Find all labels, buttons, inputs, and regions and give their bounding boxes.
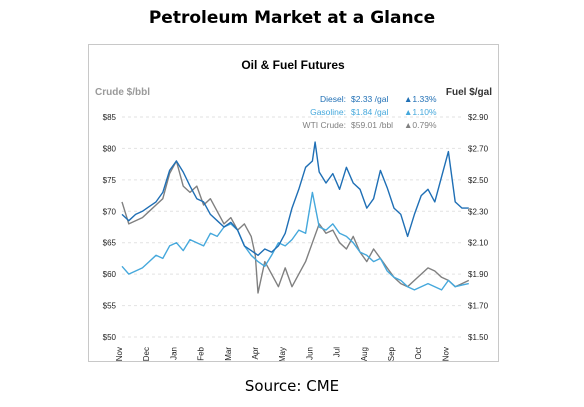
- x-tick-label: Jun: [305, 347, 314, 360]
- legend-change: ▲1.33%: [404, 94, 437, 104]
- right-tick-label: $1.50: [468, 333, 489, 342]
- right-axis-label: Fuel $/gal: [446, 87, 492, 98]
- right-axis-ticks: $1.50 $1.70 $1.90 $2.10 $2.30 $2.50 $2.70 $2.90: [468, 113, 489, 342]
- legend-change: ▲1.10%: [404, 107, 437, 117]
- series-line-gasoline: [121, 191, 469, 291]
- x-tick-label: Apr: [251, 347, 260, 360]
- x-tick-label: Feb: [197, 346, 206, 360]
- legend-entry: Gasoline: $1.84 /gal ▲1.10%: [310, 107, 437, 117]
- legend-value: $2.33 /gal: [351, 94, 388, 104]
- series-group: [121, 141, 470, 294]
- legend-entry: WTI Crude: $59.01 /bbl ▲0.79%: [303, 120, 437, 130]
- left-tick-label: $75: [103, 176, 117, 185]
- right-tick-label: $2.50: [468, 176, 489, 185]
- x-tick-label: Nov: [115, 347, 124, 361]
- right-tick-label: $2.10: [468, 239, 489, 248]
- x-tick-label: Dec: [142, 347, 151, 361]
- x-tick-label: Sep: [387, 346, 396, 361]
- grid-lines: [122, 116, 462, 338]
- chart-panel: Oil & Fuel Futures Crude $/bbl Fuel $/ga…: [88, 44, 499, 362]
- legend-change: ▲0.79%: [404, 120, 437, 130]
- x-tick-label: Nov: [441, 347, 450, 361]
- page-title: Petroleum Market at a Glance: [148, 8, 436, 28]
- series-line-diesel: [121, 141, 469, 257]
- x-tick-label: May: [278, 347, 287, 361]
- left-axis-label: Crude $/bbl: [95, 87, 150, 98]
- right-tick-label: $2.90: [468, 113, 489, 122]
- left-axis-ticks: $50 $55 $60 $65 $70 $75 $80 $85: [103, 113, 117, 342]
- legend-name: Diesel:: [320, 94, 346, 104]
- x-axis-ticks: Nov Dec Jan Feb Mar Apr May Jun Jul Aug Sep Oct Nov: [115, 346, 450, 362]
- legend-name: WTI Crude:: [303, 120, 346, 130]
- left-tick-label: $80: [103, 144, 117, 153]
- right-tick-label: $1.70: [468, 302, 489, 311]
- series-line-wti-crude: [121, 160, 470, 294]
- left-tick-label: $60: [103, 270, 117, 279]
- right-tick-label: $2.70: [468, 144, 489, 153]
- x-tick-label: Mar: [224, 347, 233, 361]
- x-tick-label: Aug: [360, 347, 369, 361]
- left-tick-label: $85: [103, 113, 117, 122]
- legend-value: $59.01 /bbl: [351, 120, 393, 130]
- left-tick-label: $50: [103, 333, 117, 342]
- left-tick-label: $70: [103, 207, 117, 216]
- right-tick-label: $2.30: [468, 207, 489, 216]
- source-caption: Source: CME: [244, 377, 340, 395]
- x-tick-label: Jul: [333, 347, 342, 357]
- legend-value: $1.84 /gal: [351, 107, 388, 117]
- legend: Diesel: $2.33 /gal ▲1.33% Gasoline: $1.84 /g…: [303, 94, 437, 130]
- left-tick-label: $65: [103, 239, 117, 248]
- right-tick-label: $1.90: [468, 270, 489, 279]
- x-tick-label: Jan: [169, 347, 178, 360]
- chart: Oil & Fuel Futures Crude $/bbl Fuel $/ga…: [95, 58, 492, 362]
- chart-title: Oil & Fuel Futures: [241, 58, 345, 72]
- x-tick-label: Oct: [414, 346, 423, 359]
- left-tick-label: $55: [103, 302, 117, 311]
- legend-name: Gasoline:: [310, 107, 346, 117]
- legend-entry: Diesel: $2.33 /gal ▲1.33%: [320, 94, 437, 104]
